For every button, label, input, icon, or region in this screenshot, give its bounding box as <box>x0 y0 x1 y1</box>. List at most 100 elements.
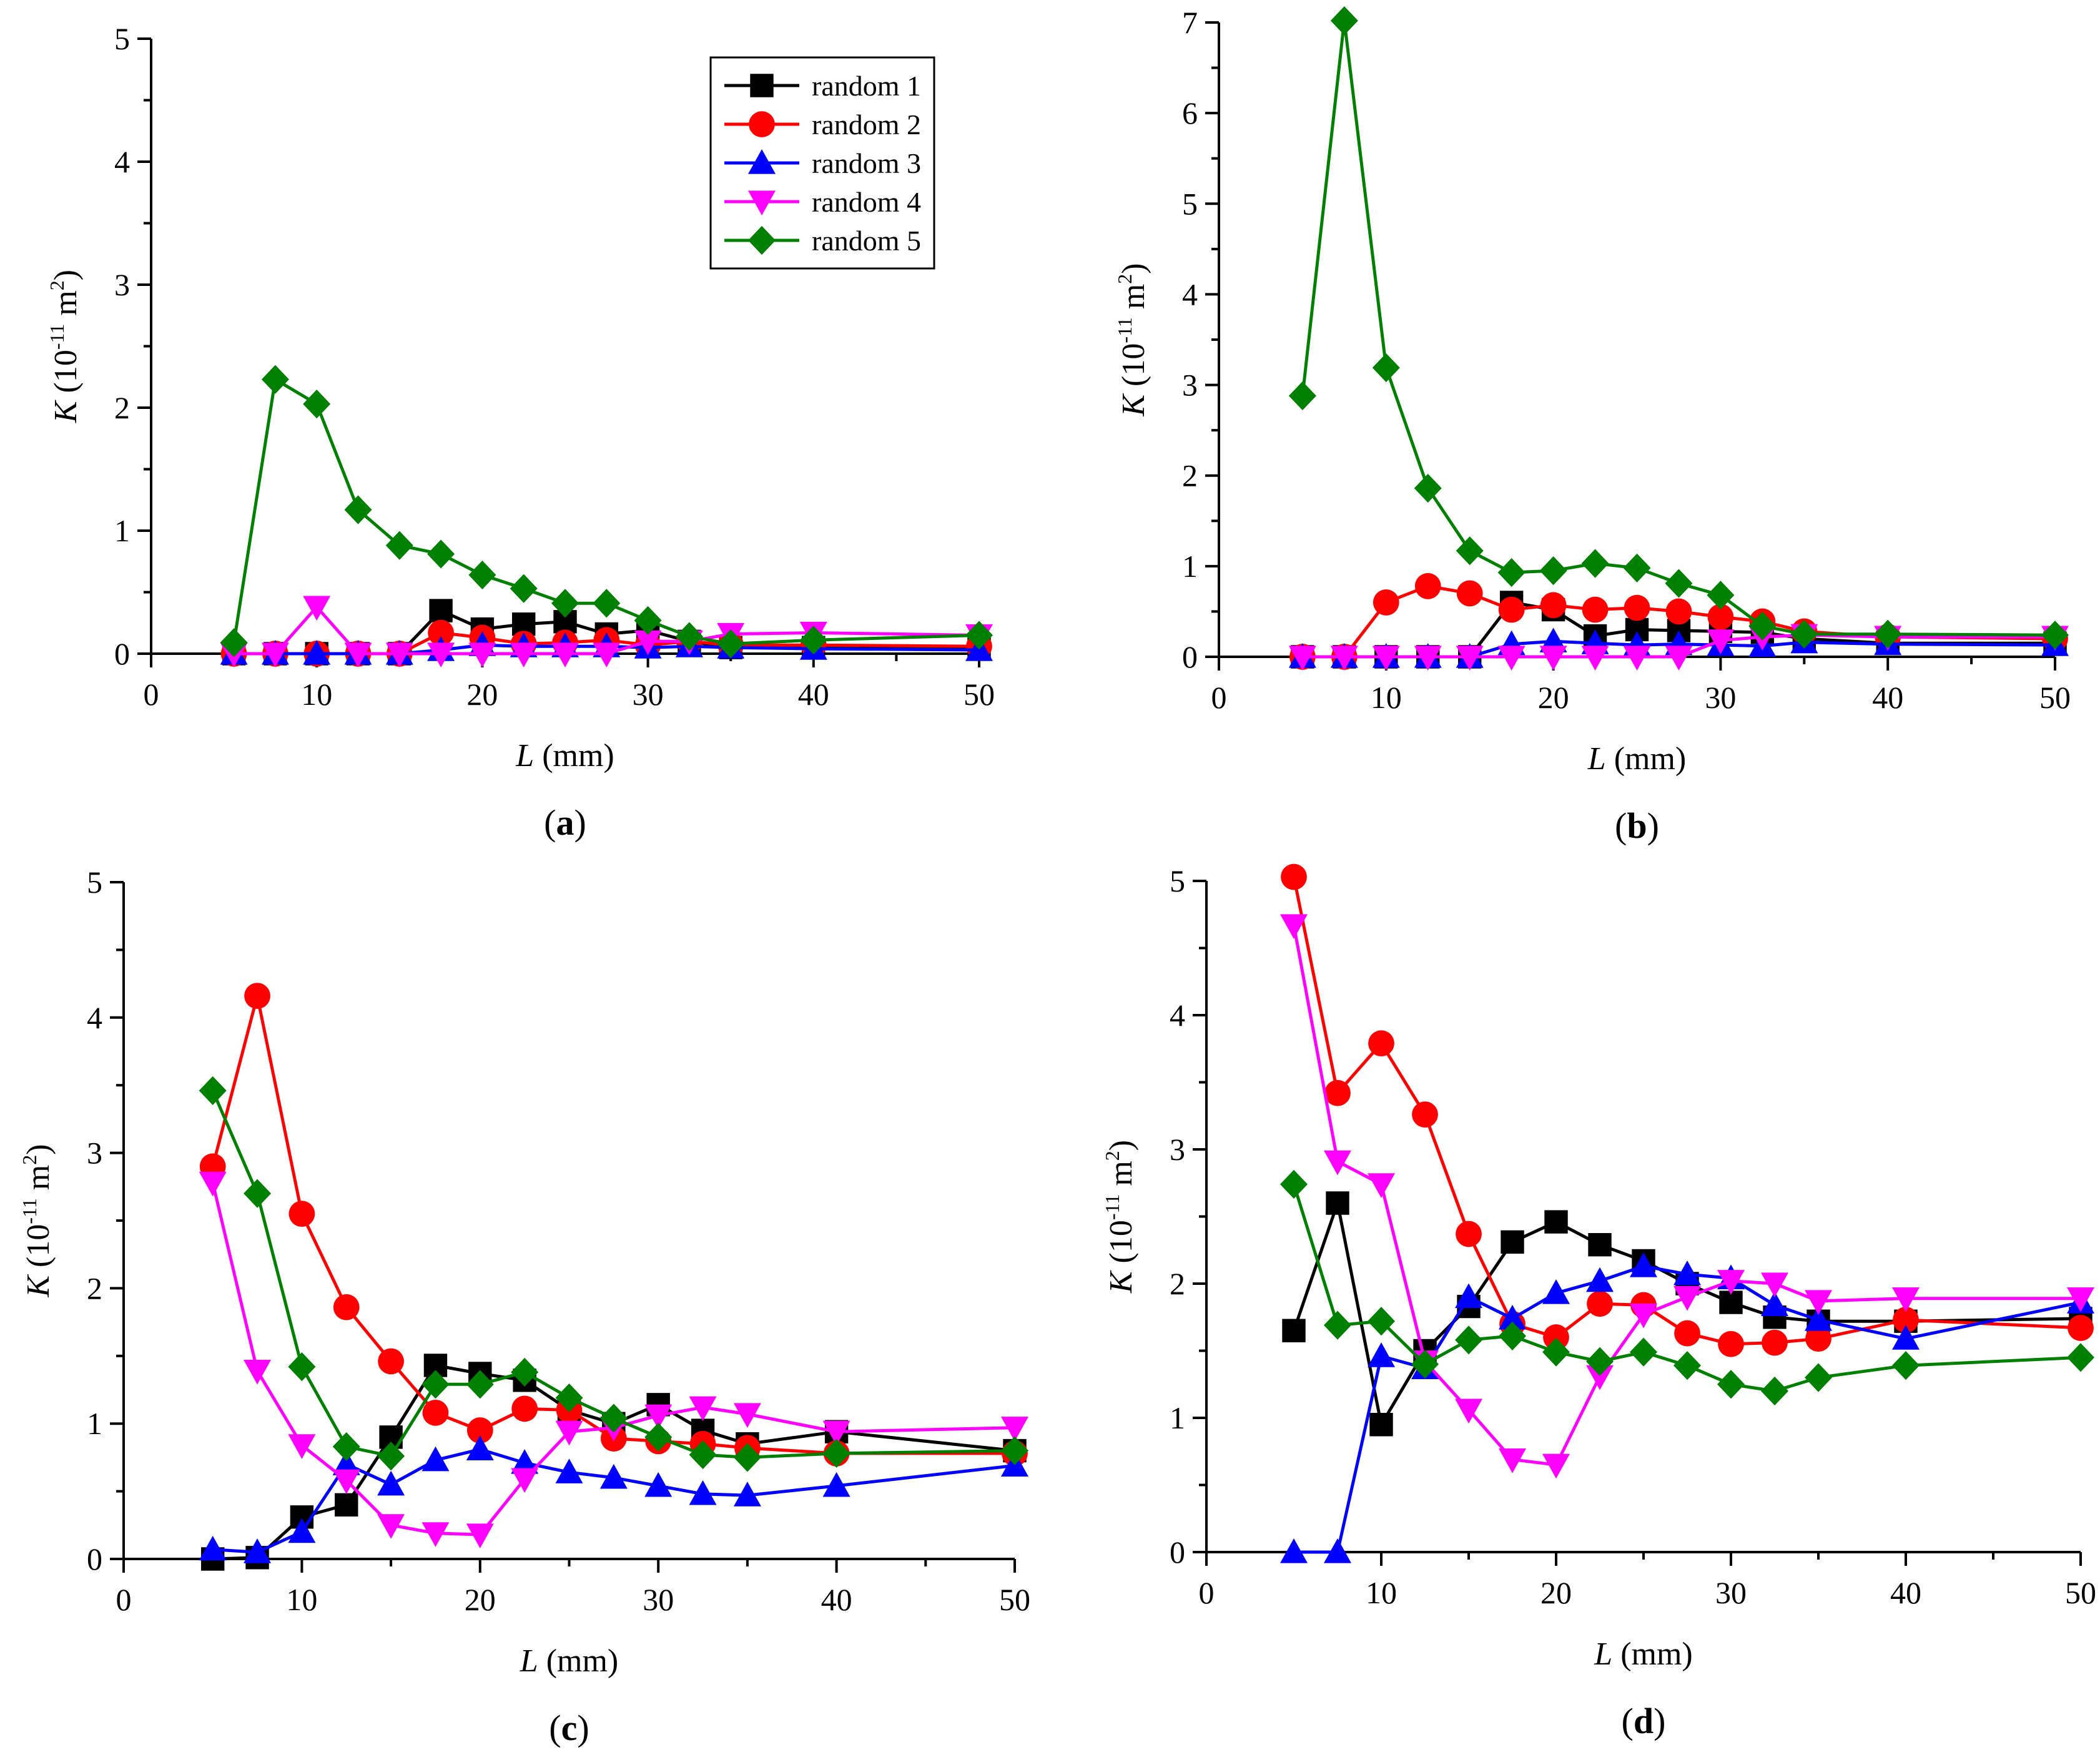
x-tick-label: 10 <box>1366 1575 1397 1610</box>
legend: random 1 random 2 random 3 random 4 random 5 <box>709 56 935 270</box>
data-point <box>1455 1283 1482 1309</box>
x-axis-label: L (mm) <box>520 1643 618 1679</box>
x-tick-label: 40 <box>1872 680 1903 715</box>
y-tick-label: 0 <box>1170 1535 1185 1570</box>
data-point <box>468 642 496 667</box>
data-point <box>599 1404 628 1433</box>
data-point <box>1501 1230 1524 1254</box>
x-tick-label: 10 <box>301 677 332 712</box>
y-tick-label: 0 <box>114 636 130 671</box>
data-point <box>733 1403 761 1428</box>
data-point <box>468 560 496 590</box>
data-point <box>593 589 621 618</box>
legend-marker <box>748 149 776 174</box>
data-point <box>1414 646 1442 671</box>
data-point <box>1805 1363 1832 1392</box>
data-point <box>511 1468 539 1493</box>
x-tick-label: 50 <box>2039 680 2071 715</box>
data-point <box>303 640 331 665</box>
data-point <box>199 1171 227 1197</box>
data-point <box>288 1518 316 1543</box>
y-tick-label: 3 <box>1182 368 1198 403</box>
data-point <box>466 1523 494 1548</box>
data-point <box>344 495 372 524</box>
data-point <box>1539 556 1567 586</box>
data-point <box>1586 1347 1614 1376</box>
x-axis-label: L (mm) <box>515 738 614 774</box>
data-point <box>1665 646 1693 671</box>
data-point <box>1369 1413 1393 1437</box>
x-tick-label: 0 <box>1199 1575 1215 1610</box>
data-point <box>1625 617 1649 642</box>
data-point <box>1761 1376 1788 1406</box>
data-point <box>1288 646 1316 671</box>
panel-label: (a) <box>544 802 586 843</box>
data-point <box>2067 1287 2094 1312</box>
data-point <box>335 1493 358 1517</box>
y-tick-label: 0 <box>1182 639 1198 674</box>
y-tick-label: 7 <box>1182 5 1198 40</box>
data-point <box>2068 1315 2094 1341</box>
x-tick-label: 50 <box>2065 1575 2096 1610</box>
data-point <box>1001 1417 1028 1442</box>
panel-d: 0 10 20 30 40 50 0 1 2 3 4 5 L (mm) K (10-11 m2) (d) <box>1101 863 2096 1741</box>
data-point <box>1630 1337 1657 1367</box>
data-point <box>1281 863 1307 890</box>
data-point <box>1665 569 1693 598</box>
data-point <box>1892 1351 1920 1380</box>
data-point <box>644 1404 673 1430</box>
data-point <box>220 628 248 657</box>
x-tick-label: 40 <box>1890 1575 1921 1610</box>
data-point <box>332 1432 360 1462</box>
legend-entry: random 5 <box>724 225 921 257</box>
data-point <box>1790 619 1818 649</box>
data-point <box>1805 1306 1832 1331</box>
legend-marker <box>750 74 774 97</box>
data-point <box>1630 1252 1657 1277</box>
panel-c: 0 10 20 30 40 50 0 1 2 3 4 5 L (mm) K (10-11 m2) (c) <box>18 865 1030 1748</box>
data-point <box>1368 1173 1395 1198</box>
y-tick-label: 4 <box>114 144 130 179</box>
data-point <box>1326 1191 1349 1215</box>
data-point <box>512 612 536 636</box>
legend-label: random 3 <box>812 147 921 179</box>
y-tick-label: 3 <box>114 267 130 302</box>
x-tick-label: 30 <box>643 1582 674 1617</box>
data-point <box>1707 629 1735 654</box>
data-point <box>1497 646 1526 671</box>
data-point <box>555 1420 583 1446</box>
data-point <box>303 389 331 419</box>
legend-entry: random 2 <box>724 109 921 140</box>
data-point <box>689 1480 717 1505</box>
legend-entry: random 3 <box>724 147 921 179</box>
data-point <box>551 642 579 667</box>
y-axis-label: K (10-11 m2) <box>46 270 84 423</box>
data-point <box>1674 1320 1700 1347</box>
data-point <box>1368 1307 1395 1336</box>
y-tick-label: 2 <box>1182 458 1198 493</box>
panel-label: (b) <box>1615 805 1659 846</box>
data-point <box>1373 589 1399 616</box>
x-tick-label: 20 <box>466 677 498 712</box>
data-point <box>822 1472 850 1497</box>
data-point <box>689 1396 717 1422</box>
y-tick-label: 3 <box>87 1136 102 1171</box>
data-point <box>1544 1210 1568 1234</box>
data-point <box>288 1352 316 1382</box>
y-tick-label: 0 <box>87 1541 102 1576</box>
data-point <box>553 610 577 634</box>
x-tick-label: 10 <box>1371 680 1402 715</box>
data-point <box>1368 1030 1394 1057</box>
data-point <box>717 629 745 659</box>
data-point <box>1324 1538 1351 1563</box>
data-point <box>1623 646 1651 671</box>
x-tick-label: 0 <box>1211 680 1227 715</box>
data-point <box>422 1399 449 1426</box>
y-tick-label: 1 <box>1182 549 1198 584</box>
x-tick-label: 40 <box>821 1582 852 1617</box>
data-point <box>1717 1370 1745 1399</box>
data-point <box>1414 473 1442 503</box>
y-tick-label: 4 <box>87 1000 102 1035</box>
data-point <box>675 622 703 651</box>
series-line-random-5 <box>1301 19 2056 637</box>
